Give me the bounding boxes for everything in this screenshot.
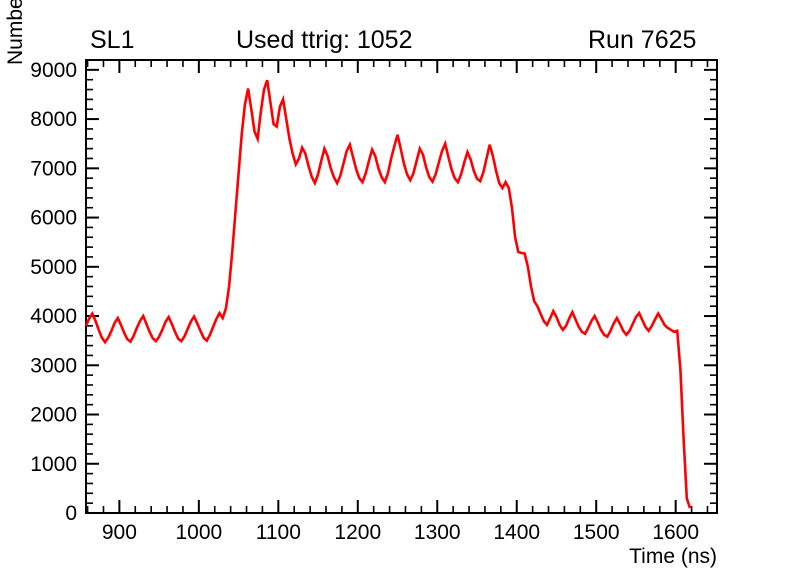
superlayer-label: SL1	[90, 26, 135, 54]
plot-frame	[85, 59, 718, 514]
x-axis-ticks	[86, 60, 709, 513]
x-tick-label: 1600	[652, 521, 699, 544]
y-tick-label: 9000	[30, 59, 77, 82]
data-polyline	[84, 79, 692, 509]
y-tick-label: 6000	[30, 207, 77, 230]
y-tick-label: 8000	[30, 108, 77, 131]
x-tick-label: 900	[102, 521, 137, 544]
y-axis-title: Number of digis	[4, 0, 27, 65]
x-tick-label: 1300	[414, 521, 461, 544]
y-tick-label: 0	[65, 502, 77, 525]
y-axis-tick-labels: 0 1000 2000 3000 4000 5000 6000 7000 8000 9000	[30, 59, 77, 525]
x-axis-tick-labels: 900 1000 1100 1200 1300 1400 1500 1600	[102, 521, 699, 544]
x-tick-label: 1500	[573, 521, 620, 544]
y-axis-ticks	[86, 68, 717, 514]
x-tick-label: 1000	[175, 521, 222, 544]
x-tick-label: 1200	[334, 521, 381, 544]
y-tick-label: 1000	[30, 453, 77, 476]
y-tick-label: 3000	[30, 354, 77, 377]
x-tick-label: 1100	[256, 521, 301, 544]
y-tick-label: 2000	[30, 404, 77, 427]
y-tick-label: 5000	[30, 256, 77, 279]
run-number-label: Run 7625	[588, 26, 697, 54]
x-tick-label: 1400	[493, 521, 540, 544]
x-axis-title: Time (ns)	[629, 545, 717, 568]
y-tick-label: 4000	[30, 305, 77, 328]
y-tick-label: 7000	[30, 157, 77, 180]
digis-vs-time-curve	[84, 79, 692, 509]
plot-title: Used ttrig: 1052	[236, 26, 413, 54]
